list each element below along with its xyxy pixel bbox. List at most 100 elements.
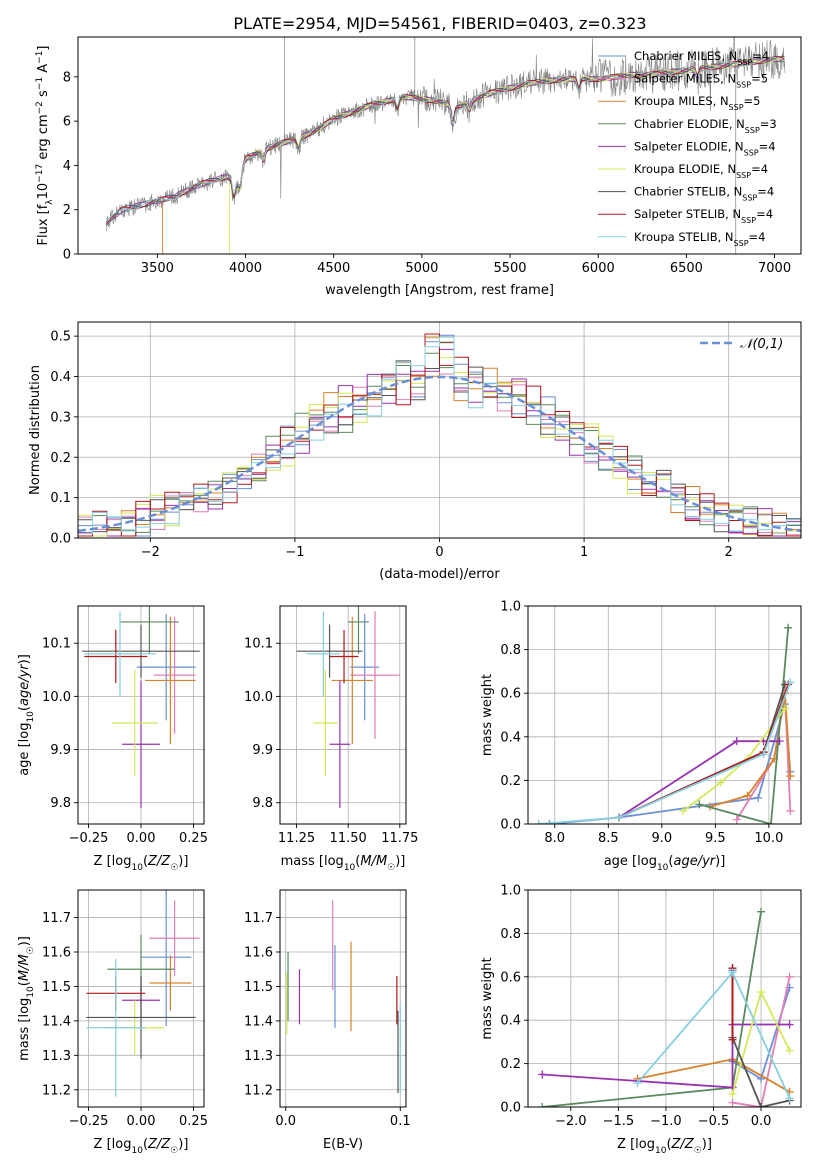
- spectrum-xtick-label: 6500: [670, 261, 703, 276]
- age-vs-Z-panel: −0.25 0.00 0.25 9.8 9.9 10.0 10.1 Z [log10(Z/Z☉…: [17, 605, 208, 873]
- spectrum-xtick-label: 6000: [582, 261, 615, 276]
- age-vs-Z-ytick-label: 9.9: [50, 743, 71, 758]
- weight-vs-Z-marker-8-1: [728, 968, 737, 977]
- age-vs-Z-ytick-label: 10.1: [42, 637, 71, 652]
- residuals-plot-area: [78, 333, 801, 538]
- weight-vs-Z-xtick-label: 0.0: [751, 1114, 772, 1129]
- weight-vs-age-ytick-label: 0.8: [500, 643, 521, 658]
- mass-vs-ebv-ytick-label: 11.4: [244, 1014, 273, 1029]
- weight-vs-age-frame: [527, 605, 802, 825]
- spectrum-xtick-label: 7000: [758, 261, 791, 276]
- age-vs-Z-ytick-label: 10.0: [42, 690, 71, 705]
- weight-vs-Z-xtick-label: −2.0: [555, 1114, 587, 1129]
- legend-entry-3: Chabrier ELODIE, NSSP=3: [634, 117, 777, 135]
- spectrum-xlabel: wavelength [Angstrom, rest frame]: [325, 283, 554, 298]
- residuals-ytick-label: 0.4: [50, 370, 71, 385]
- weight-vs-age-marker-3-2: [784, 623, 793, 632]
- spectrum-model-line-1: [162, 56, 785, 254]
- mass-vs-Z-xtick-label: −0.25: [69, 1114, 109, 1129]
- weight-vs-age-marker-0-0: [545, 820, 554, 824]
- legend-entry-8: Kroupa STELIB, NSSP=4: [634, 230, 765, 248]
- spectrum-xtick-label: 4500: [317, 261, 350, 276]
- residuals-ytick-label: 0.2: [50, 451, 71, 466]
- weight-vs-age-plot-area: [534, 623, 795, 824]
- mass-vs-Z-ylabel: mass [log10(M/M☉)]: [17, 936, 36, 1061]
- weight-vs-Z-marker-5-2: [785, 1046, 794, 1055]
- weight-vs-age-ytick-label: 1.0: [500, 600, 521, 615]
- weight-vs-age-ylabel: mass weight: [480, 674, 495, 756]
- mass-vs-ebv-ytick-label: 11.7: [244, 911, 273, 926]
- mass-vs-Z-ytick-label: 11.4: [42, 1014, 71, 1029]
- weight-vs-age-xtick-label: 10.0: [754, 831, 783, 846]
- weight-vs-age-marker-2-1: [743, 791, 752, 800]
- legend-entry-1: Salpeter MILES, NSSP=5: [634, 72, 768, 90]
- mass-vs-ebv-plot-area: [286, 900, 401, 1094]
- spectrum-model-line-3: [105, 57, 785, 221]
- weight-vs-Z-plot-area: [538, 907, 794, 1107]
- age-vs-mass-xlabel: mass [log10(M/M☉)]: [281, 854, 406, 873]
- spectrum-model-line-8: [105, 56, 785, 222]
- spectrum-ytick-label: 4: [63, 159, 71, 174]
- weight-vs-age-panel: 8.0 8.5 9.0 9.5 10.0 0.0 0.2 0.4 0.6 0.8 1.0 age [l…: [480, 600, 802, 873]
- age-vs-mass-ytick-label: 10.1: [244, 637, 273, 652]
- weight-vs-age-ytick-label: 0.0: [500, 818, 521, 833]
- weight-vs-Z-xtick-label: −1.5: [603, 1114, 635, 1129]
- legend-entry-5: Kroupa ELODIE, NSSP=4: [634, 162, 768, 180]
- age-vs-mass-xtick-label: 11.25: [278, 831, 315, 846]
- mass-vs-Z-panel: −0.25 0.00 0.25 11.2 11.3 11.4 11.5 11.6 11.7 Z […: [17, 889, 208, 1156]
- residuals-ytick-label: 0.5: [50, 330, 71, 345]
- weight-vs-Z-xtick-label: −0.5: [698, 1114, 730, 1129]
- weight-vs-age-xtick-label: 9.5: [705, 831, 726, 846]
- weight-vs-Z-marker-3-2: [757, 907, 766, 916]
- weight-vs-Z-ytick-label: 0.8: [500, 927, 521, 942]
- weight-vs-age-marker-8-0: [534, 820, 543, 824]
- residuals-xtick-label: 2: [725, 545, 733, 560]
- weight-vs-Z-series-1: [732, 976, 791, 1107]
- residual-histogram-7: [78, 333, 801, 538]
- legend-entry-4: Salpeter ELODIE, NSSP=4: [634, 139, 776, 157]
- spectrum-model-line-6: [105, 56, 785, 226]
- mass-vs-Z-ytick-label: 11.6: [42, 946, 71, 961]
- weight-vs-age-marker-3-0: [695, 800, 704, 809]
- residuals-xtick-label: −2: [141, 545, 160, 560]
- spectrum-ytick-label: 2: [63, 203, 71, 218]
- legend-entry-2: Kroupa MILES, NSSP=5: [634, 94, 760, 112]
- age-vs-Z-ytick-label: 9.8: [50, 796, 71, 811]
- spectrum-ylabel: Flux [fλ10−17 erg cm−2 s−1 A−1]: [35, 46, 55, 246]
- mass-vs-Z-ytick-label: 11.3: [42, 1049, 71, 1064]
- weight-vs-age-marker-5-3: [780, 704, 789, 713]
- spectrum-model-line-5: [229, 56, 786, 254]
- spectrum-model-line-4: [106, 58, 785, 223]
- weight-vs-age-series-8: [538, 681, 792, 824]
- weight-vs-age-marker-8-2: [759, 750, 768, 759]
- weight-vs-age-marker-4-3: [775, 737, 784, 746]
- weight-vs-Z-ylabel: mass weight: [480, 957, 495, 1039]
- mass-vs-ebv-ytick-label: 11.5: [244, 980, 273, 995]
- normal-legend-label: 𝒩(0,1): [740, 337, 783, 352]
- mass-vs-ebv-ytick-label: 11.2: [244, 1083, 273, 1098]
- weight-vs-Z-ytick-label: 0.4: [500, 1014, 521, 1029]
- residuals-xtick-label: −1: [285, 545, 304, 560]
- weight-vs-Z-xtick-label: −1.0: [650, 1114, 682, 1129]
- legend-entry-7: Salpeter STELIB, NSSP=4: [634, 207, 773, 225]
- spectrum-ytick-label: 0: [63, 248, 71, 263]
- weight-vs-Z-marker-8-0: [633, 1079, 642, 1088]
- weight-vs-Z-marker-5-1: [757, 987, 766, 996]
- age-vs-mass-xtick-label: 11.75: [381, 831, 418, 846]
- mass-vs-ebv-panel: 0.0 0.1 11.2 11.3 11.4 11.5 11.6 11.7 E(B-V): [244, 889, 411, 1152]
- mass-vs-Z-xtick-label: 0.00: [127, 1114, 156, 1129]
- weight-vs-age-marker-8-1: [615, 813, 623, 822]
- weight-vs-Z-marker-1-2: [785, 972, 794, 981]
- weight-vs-Z-ytick-label: 0.0: [500, 1101, 521, 1116]
- mass-vs-ebv-xtick-label: 0.0: [275, 1114, 296, 1129]
- weight-vs-age-marker-8-3: [786, 678, 795, 687]
- weight-vs-age-marker-5-0: [679, 806, 688, 815]
- age-vs-mass-ytick-label: 10.0: [244, 690, 273, 705]
- weight-vs-age-marker-4-1: [732, 737, 741, 746]
- weight-vs-age-series-5: [682, 707, 786, 812]
- weight-vs-age-marker-0-2: [754, 793, 763, 802]
- residuals-xtick-label: 1: [580, 545, 588, 560]
- weight-vs-age-series-4: [618, 740, 780, 819]
- weight-vs-age-marker-1-3: [786, 806, 795, 815]
